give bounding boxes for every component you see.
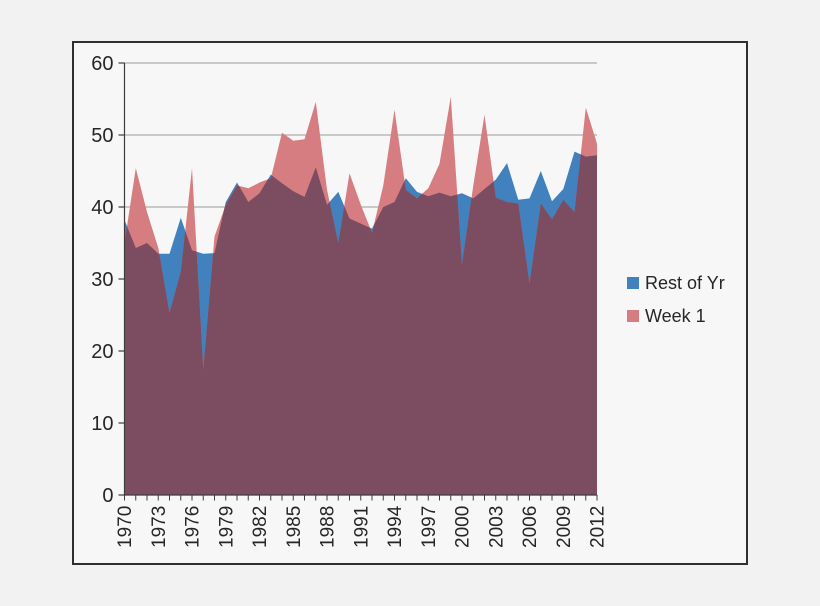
x-tick-label: 2006 xyxy=(520,506,541,548)
area-overlap xyxy=(124,154,597,496)
chart-area[interactable]: 0 10 20 30 40 50 60 1970 1973 1976 1979 1982 1985 198… xyxy=(72,41,748,565)
y-tick-label: 60 xyxy=(91,53,113,75)
x-tick-label: 2009 xyxy=(554,506,575,548)
legend-swatch-rest-of-yr-icon xyxy=(627,277,639,289)
x-tick-label: 2000 xyxy=(453,506,474,548)
y-tick-label: 40 xyxy=(91,197,113,219)
x-tick-label: 2012 xyxy=(588,506,609,548)
y-tick-label: 20 xyxy=(91,341,113,363)
x-tick-label: 2003 xyxy=(486,506,507,548)
x-tick-label: 1997 xyxy=(419,506,440,548)
x-tick-label: 1982 xyxy=(250,506,271,548)
legend: Rest of Yr Week 1 xyxy=(627,274,725,325)
x-tick-label: 1994 xyxy=(385,505,406,548)
y-tick-label: 10 xyxy=(91,413,113,435)
x-tick-label: 1991 xyxy=(351,506,372,548)
x-tick-label: 1973 xyxy=(149,506,170,548)
legend-label-rest-of-yr: Rest of Yr xyxy=(645,273,725,293)
plot-region: 0 10 20 30 40 50 60 1970 1973 1976 1979 1982 1985 198… xyxy=(91,53,609,548)
legend-item-week-1[interactable]: Week 1 xyxy=(627,307,725,325)
x-tick-label: 1970 xyxy=(115,506,136,548)
y-tick-label: 0 xyxy=(102,485,113,507)
y-tick-label: 30 xyxy=(91,269,113,291)
x-tick-label: 1988 xyxy=(318,506,339,548)
x-tick-label: 1979 xyxy=(216,506,237,548)
legend-item-rest-of-yr[interactable]: Rest of Yr xyxy=(627,274,725,292)
legend-swatch-week-1-icon xyxy=(627,310,639,322)
x-tick-label: 1985 xyxy=(284,506,305,548)
x-tick-label: 1976 xyxy=(183,506,204,548)
legend-label-week-1: Week 1 xyxy=(645,306,706,326)
y-tick-label: 50 xyxy=(91,125,113,147)
